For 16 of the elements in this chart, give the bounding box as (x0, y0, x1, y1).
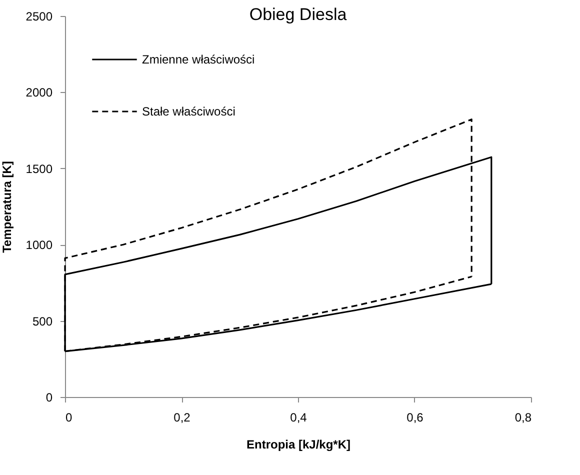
legend-label: Stałe właściwości (142, 104, 236, 118)
y-axis-title: Temperatura [K] (0, 161, 14, 253)
y-tick-label: 2000 (26, 86, 53, 100)
x-tick-label: 0,6 (406, 410, 424, 424)
y-tick-label: 1500 (26, 162, 53, 176)
y-tick-label: 500 (32, 314, 53, 328)
chart-title: Obieg Diesla (249, 5, 348, 24)
y-tick-label: 0 (46, 390, 53, 404)
x-tick-label: 0,2 (174, 410, 191, 424)
x-axis-title: Entropia [kJ/kg*K] (246, 438, 351, 452)
x-tick-label: 0,8 (514, 410, 532, 424)
x-tick-label: 0 (66, 410, 72, 424)
x-tick-label: 0,4 (290, 410, 308, 424)
legend-label: Zmienne właściwości (142, 52, 255, 66)
y-tick-label: 2500 (26, 10, 53, 24)
y-tick-label: 1000 (26, 238, 53, 252)
